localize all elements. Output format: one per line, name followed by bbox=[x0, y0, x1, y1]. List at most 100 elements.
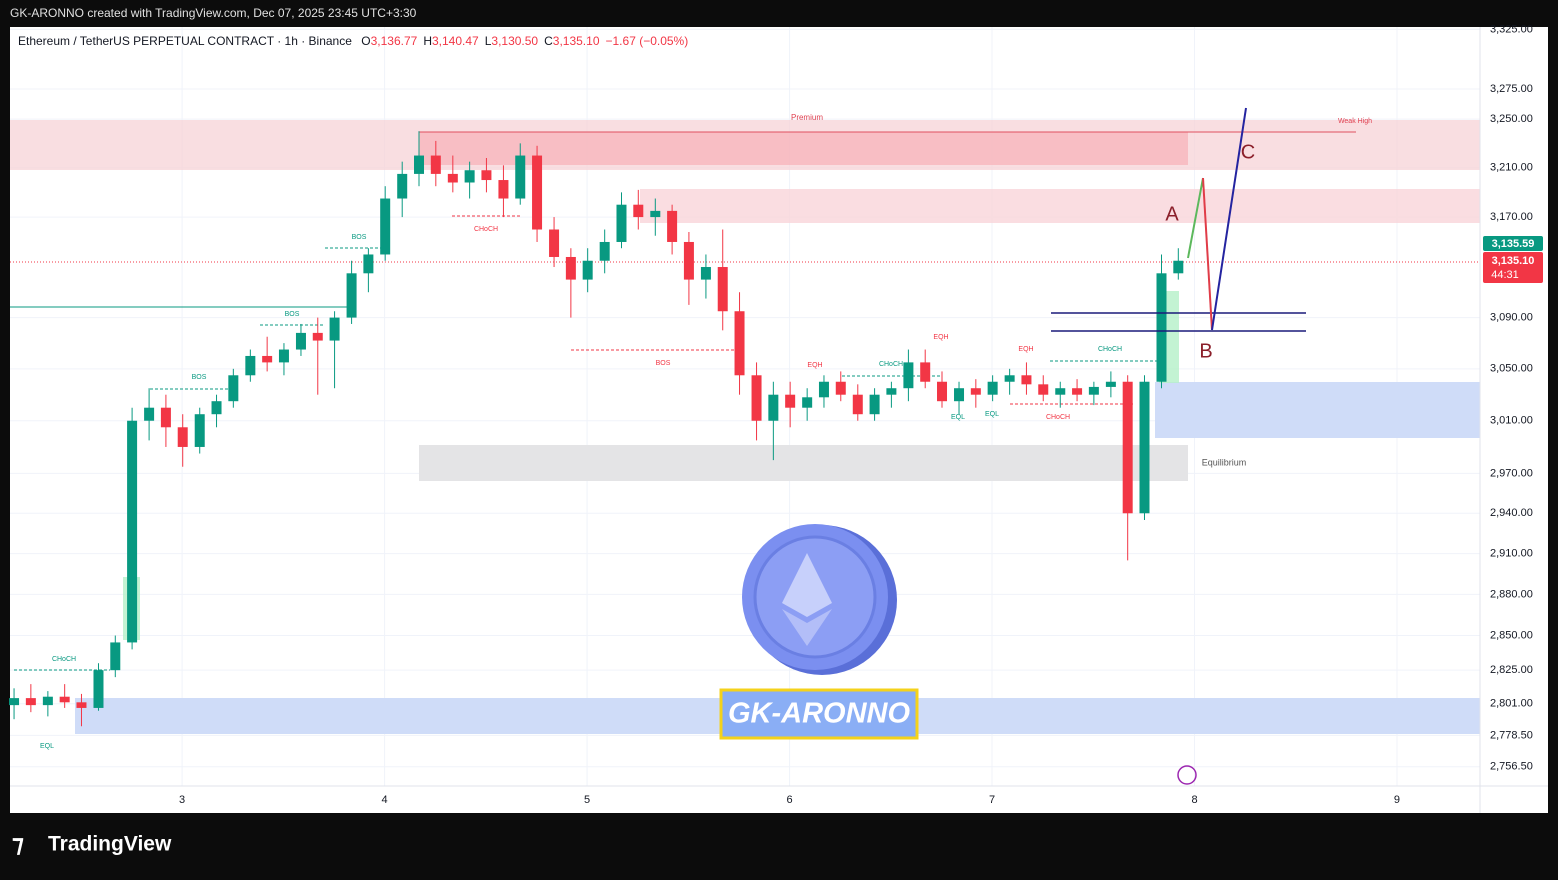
last-label bbox=[1483, 252, 1543, 283]
candle-body bbox=[144, 407, 155, 421]
candle-body bbox=[549, 229, 560, 257]
candle-body bbox=[9, 698, 20, 706]
x-tick-label: 6 bbox=[786, 794, 792, 806]
wave-label: A bbox=[1165, 203, 1179, 225]
candle-body bbox=[194, 414, 205, 447]
ohlc-value: 3,135.10 bbox=[553, 34, 600, 48]
candle-body bbox=[464, 170, 475, 183]
y-tick-label: 2,850.00 bbox=[1490, 629, 1533, 641]
supply-zone bbox=[419, 132, 1188, 165]
y-tick-label: 2,778.50 bbox=[1490, 729, 1533, 741]
candle-body bbox=[25, 698, 36, 706]
candle-body bbox=[616, 204, 627, 242]
wave-label: C bbox=[1241, 141, 1255, 163]
candle-body bbox=[1122, 381, 1133, 514]
y-tick-label: 2,970.00 bbox=[1490, 467, 1533, 479]
candle-body bbox=[1038, 384, 1049, 395]
y-tick-label: 2,940.00 bbox=[1490, 507, 1533, 519]
candle-body bbox=[650, 210, 661, 218]
y-tick-label: 2,910.00 bbox=[1490, 548, 1533, 560]
candle-body bbox=[363, 254, 374, 274]
candle-body bbox=[818, 381, 829, 398]
candle-body bbox=[717, 267, 728, 312]
eth-logo bbox=[782, 553, 832, 617]
path-down bbox=[1202, 177, 1213, 331]
candle-body bbox=[920, 362, 931, 382]
candle-body bbox=[903, 362, 914, 389]
candle-body bbox=[59, 696, 70, 703]
annotation: EQL bbox=[951, 414, 965, 421]
candle-body bbox=[515, 155, 526, 199]
candle-body bbox=[700, 267, 711, 280]
annotation: BOS bbox=[192, 374, 207, 381]
last-text: 3,135.10 bbox=[1492, 255, 1535, 267]
y-tick-label: 2,756.50 bbox=[1490, 761, 1533, 773]
annotation: Equilibrium bbox=[1202, 457, 1247, 467]
candle-body bbox=[498, 180, 509, 199]
y-tick-label: 3,170.00 bbox=[1490, 211, 1533, 223]
annotation: BOS bbox=[656, 360, 671, 367]
candle-body bbox=[1105, 381, 1116, 387]
ohlc-key: C bbox=[544, 34, 553, 48]
candle-body bbox=[565, 256, 576, 280]
y-tick-label: 2,880.00 bbox=[1490, 588, 1533, 600]
supply-zone bbox=[640, 189, 1480, 223]
candle-body bbox=[177, 427, 188, 447]
annotation: CHoCH bbox=[52, 656, 76, 663]
candle-body bbox=[954, 388, 965, 402]
candle-body bbox=[582, 260, 593, 280]
candle-body bbox=[532, 155, 543, 230]
candle-body bbox=[937, 381, 948, 402]
candle-body bbox=[667, 210, 678, 242]
candle-body bbox=[852, 394, 863, 415]
candle-body bbox=[481, 170, 492, 181]
candle-body bbox=[295, 332, 306, 350]
event-icon bbox=[1177, 765, 1197, 785]
legend: Ethereum / TetherUS PERPETUAL CONTRACT ·… bbox=[18, 34, 688, 48]
candles bbox=[9, 131, 1184, 727]
y-tick-label: 2,801.00 bbox=[1490, 698, 1533, 710]
x-tick-label: 4 bbox=[382, 794, 388, 806]
candle-body bbox=[1156, 273, 1167, 382]
x-tick-label: 8 bbox=[1191, 794, 1197, 806]
annotation: BOS bbox=[352, 234, 367, 241]
y-tick-label: 3,210.00 bbox=[1490, 162, 1533, 174]
symbol: Ethereum / TetherUS PERPETUAL CONTRACT ·… bbox=[18, 34, 352, 48]
candle-body bbox=[683, 241, 694, 280]
ohlc-key: H bbox=[423, 34, 432, 48]
annotation: BOS bbox=[285, 311, 300, 318]
candle-body bbox=[346, 273, 357, 318]
y-tick-label: 3,275.00 bbox=[1490, 83, 1533, 95]
ohlc-value: 3,136.77 bbox=[371, 34, 418, 48]
annotation: EQL bbox=[40, 743, 54, 750]
x-tick-label: 3 bbox=[179, 794, 185, 806]
candle-body bbox=[42, 696, 53, 706]
y-tick-label: 3,090.00 bbox=[1490, 311, 1533, 323]
annotation: CHoCH bbox=[474, 226, 498, 233]
annotation: EQH bbox=[933, 334, 948, 341]
candle-body bbox=[785, 394, 796, 408]
y-tick-label: 3,325.00 bbox=[1490, 23, 1533, 35]
annotation: CHoCH bbox=[1098, 346, 1122, 353]
ohlc-key: L bbox=[485, 34, 492, 48]
candle-body bbox=[160, 407, 171, 428]
countdown: 44:31 bbox=[1491, 269, 1519, 281]
candle-body bbox=[228, 375, 239, 402]
candle-body bbox=[380, 198, 391, 255]
demand-zone bbox=[1155, 382, 1480, 438]
candle-body bbox=[802, 397, 813, 408]
annotation: Weak High bbox=[1338, 118, 1372, 125]
path-up bbox=[1211, 107, 1247, 331]
candle-body bbox=[1072, 388, 1083, 395]
candle-body bbox=[886, 388, 897, 395]
candle-body bbox=[599, 241, 610, 261]
equilibrium-zone bbox=[419, 445, 1188, 481]
change: −1.67 (−0.05%) bbox=[606, 34, 689, 48]
candle-body bbox=[414, 155, 425, 174]
ohlc-key: O bbox=[361, 34, 370, 48]
candle-body bbox=[970, 388, 981, 395]
candle-body bbox=[734, 311, 745, 376]
x-tick-label: 7 bbox=[989, 794, 995, 806]
